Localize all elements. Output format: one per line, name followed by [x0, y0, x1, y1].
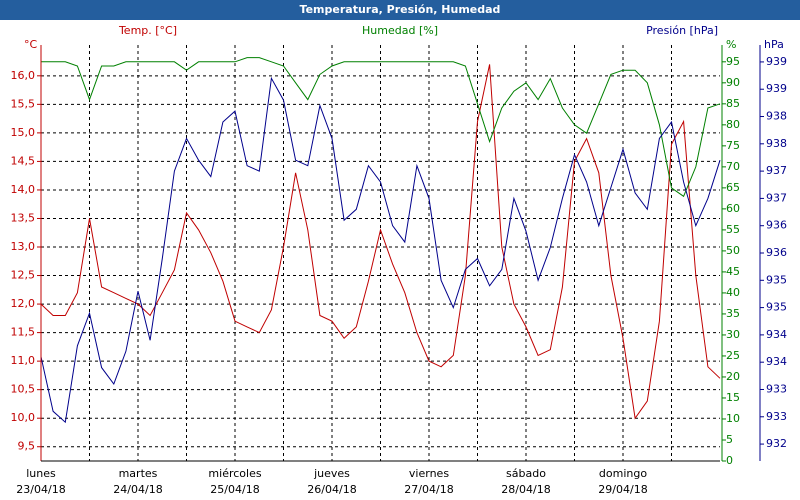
- x-tick-label: miércoles: [208, 467, 261, 480]
- y2-tick-label: 35: [726, 307, 740, 320]
- y-tick-label: 9,5: [18, 440, 36, 453]
- y2-tick-label: 20: [726, 370, 740, 383]
- y-tick-label: 10,5: [11, 383, 36, 396]
- y2-tick-label: 90: [726, 76, 740, 89]
- y-tick-label: 16,0: [11, 69, 36, 82]
- series-line: [40, 76, 721, 424]
- x-date-label: 23/04/18: [16, 483, 65, 496]
- lines: [40, 57, 721, 424]
- y2-tick-label: 55: [726, 223, 740, 236]
- y2-tick-label: 85: [726, 97, 740, 110]
- y2-tick-label: 65: [726, 181, 740, 194]
- y3-tick-label: 934: [766, 328, 787, 341]
- y-tick-label: 13,0: [11, 240, 36, 253]
- y-unit: °C: [24, 38, 38, 51]
- x-date-label: 24/04/18: [113, 483, 162, 496]
- x-tick-label: jueves: [313, 467, 350, 480]
- title-bar: [0, 0, 800, 20]
- x-tick-label: lunes: [26, 467, 56, 480]
- x-tick-label: domingo: [599, 467, 647, 480]
- plot-area: [41, 45, 720, 461]
- y2-tick-label: 95: [726, 55, 740, 68]
- y-tick-label: 15,0: [11, 126, 36, 139]
- y2-tick-label: 45: [726, 265, 740, 278]
- series-name: Humedad [%]: [362, 24, 438, 37]
- y-tick-label: 10,0: [11, 411, 36, 424]
- x-tick-label: martes: [119, 467, 158, 480]
- y2-tick-label: 70: [726, 160, 740, 173]
- y3-tick-label: 933: [766, 382, 787, 395]
- y2-tick-label: 30: [726, 328, 740, 341]
- y2-tick-label: 50: [726, 244, 740, 257]
- y-tick-label: 11,0: [11, 354, 36, 367]
- x-tick-label: viernes: [409, 467, 449, 480]
- x-date-label: 25/04/18: [210, 483, 259, 496]
- y-tick-label: 12,0: [11, 297, 36, 310]
- y3-unit: hPa: [764, 38, 784, 51]
- chart-title: Temperatura, Presión, Humedad: [300, 3, 501, 16]
- x-date-label: 27/04/18: [404, 483, 453, 496]
- y3-tick-label: 939: [766, 55, 787, 68]
- series-name: Presión [hPa]: [646, 24, 718, 37]
- y3-tick-label: 934: [766, 355, 787, 368]
- x-date-label: 29/04/18: [598, 483, 647, 496]
- y3-tick-label: 937: [766, 164, 787, 177]
- y3-tick-label: 939: [766, 82, 787, 95]
- y3-tick-label: 932: [766, 437, 787, 450]
- series-line: [40, 64, 721, 420]
- y2-tick-label: 80: [726, 118, 740, 131]
- series-name: Temp. [°C]: [118, 24, 177, 37]
- y2-tick-label: 15: [726, 391, 740, 404]
- y-tick-label: 15,5: [11, 97, 36, 110]
- y-tick-label: 12,5: [11, 269, 36, 282]
- y3-tick-label: 933: [766, 410, 787, 423]
- y3-tick-label: 938: [766, 137, 787, 150]
- y-tick-label: 11,5: [11, 326, 36, 339]
- x-date-label: 26/04/18: [307, 483, 356, 496]
- y2-tick-label: 5: [726, 433, 733, 446]
- y3-tick-label: 936: [766, 219, 787, 232]
- y2-tick-label: 60: [726, 202, 740, 215]
- y2-tick-label: 25: [726, 349, 740, 362]
- y-tick-label: 14,0: [11, 183, 36, 196]
- x-date-label: 28/04/18: [501, 483, 550, 496]
- y3-tick-label: 935: [766, 273, 787, 286]
- y2-unit: %: [726, 38, 736, 51]
- y2-tick-label: 40: [726, 286, 740, 299]
- y3-tick-label: 935: [766, 301, 787, 314]
- y3-tick-label: 937: [766, 191, 787, 204]
- y2-tick-label: 75: [726, 139, 740, 152]
- y3-tick-label: 936: [766, 246, 787, 259]
- y3-tick-label: 938: [766, 110, 787, 123]
- y-tick-label: 14,5: [11, 154, 36, 167]
- grid: [41, 45, 720, 461]
- x-tick-label: sábado: [506, 467, 546, 480]
- series-line: [41, 57, 721, 198]
- axes: 9,5 10,0 10,5 11,0 11,5 12,0 12,5 13,0 13,5 14,0 1…: [11, 24, 788, 496]
- y2-tick-label: 10: [726, 412, 740, 425]
- y-tick-label: 13,5: [11, 211, 36, 224]
- y2-tick-label: 0: [726, 454, 733, 467]
